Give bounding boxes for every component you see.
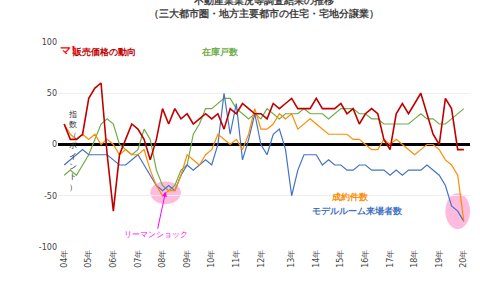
- svg-text:09年: 09年: [183, 250, 192, 268]
- svg-text:07年: 07年: [134, 250, 143, 268]
- svg-text:100: 100: [42, 38, 57, 47]
- svg-text:04年: 04年: [60, 250, 69, 268]
- svg-text:モデルルーム来場者数: モデルルーム来場者数: [312, 206, 403, 216]
- svg-text:50: 50: [47, 89, 57, 98]
- svg-text:15年: 15年: [336, 250, 345, 268]
- svg-text:19年: 19年: [435, 250, 444, 268]
- svg-text:11年: 11年: [232, 250, 241, 268]
- svg-text:不動産業業況等調査結果の推移（三大都市圏・地方主要都市の住宅: 不動産業業況等調査結果の推移（三大都市圏・地方主要都市の住宅・宅地分譲業）: [149, 0, 379, 19]
- svg-text:18年: 18年: [410, 250, 419, 268]
- svg-text:14年: 14年: [312, 250, 321, 268]
- svg-text:12年: 12年: [257, 250, 266, 268]
- svg-text:20年: 20年: [459, 250, 468, 268]
- svg-text:10年: 10年: [207, 250, 216, 268]
- svg-text:在庫戸数: 在庫戸数: [201, 47, 239, 57]
- svg-text:05年: 05年: [84, 250, 93, 268]
- svg-text:13年: 13年: [287, 250, 296, 268]
- svg-text:08年: 08年: [158, 250, 167, 268]
- svg-text:17年: 17年: [386, 250, 395, 268]
- svg-text:-100: -100: [39, 243, 57, 252]
- svg-text:成約件数: 成約件数: [331, 192, 369, 202]
- svg-text:16年: 16年: [361, 250, 370, 268]
- svg-text:指数（ポイント）: 指数（ポイント）: [68, 110, 77, 192]
- svg-text:06年: 06年: [109, 250, 118, 268]
- svg-text:リーマンショック: リーマンショック: [124, 230, 188, 239]
- svg-text:マ!: マ!: [60, 44, 76, 57]
- svg-text:-50: -50: [44, 192, 57, 201]
- svg-text:販売価格の動向: 販売価格の動向: [72, 47, 136, 57]
- svg-text:0: 0: [52, 140, 57, 149]
